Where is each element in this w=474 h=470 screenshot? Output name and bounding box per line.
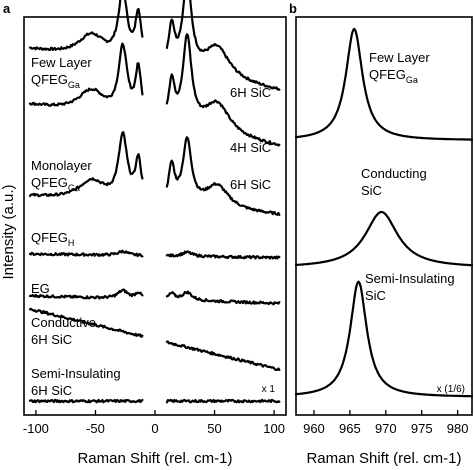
panel-b-frame	[295, 16, 473, 416]
panel-a-spectrum-3-left	[28, 249, 144, 258]
panel-b-x-tick-label: 965	[339, 421, 361, 436]
panel-a-label-0-text: Few Layer	[31, 55, 92, 70]
panel-b-label: b	[289, 1, 297, 16]
panel-a-label-2-text: Monolayer	[31, 158, 92, 173]
panel-b-x-axis-title: Raman Shift (rel. cm-1)	[306, 450, 461, 467]
panel-a-label-2-subscript: Ga	[68, 183, 80, 193]
panel-a-label-2-line-1: QFEGGa	[31, 175, 80, 193]
panel-b-x-tick-label: 975	[411, 421, 433, 436]
panel-b-label-2-text: SiC	[365, 288, 386, 303]
panel-a-label-6-line-0: Semi-Insulating	[31, 366, 121, 381]
panel-a-label-0-text: QFEG	[31, 72, 68, 87]
panel-b-spectra	[294, 27, 474, 398]
panel-a-spectrum-6-left	[28, 398, 144, 404]
panel-b-spectrum-1	[294, 210, 474, 267]
panel-a-x-tick-label: 50	[207, 421, 221, 436]
panel-b-x-tick-label: 960	[303, 421, 325, 436]
panel-a-spectrum-0-right	[165, 0, 281, 91]
panel-a-label-5-line-0: Conductive	[31, 315, 96, 330]
panel-a-spectrum-4-right	[165, 290, 281, 306]
panel-a-x-tick-label: -100	[23, 421, 49, 436]
panel-a-label-2-line-0: Monolayer	[31, 158, 92, 173]
panel-a-spectrum-4-left	[28, 288, 144, 300]
panel-a-label-0-line-0: Few Layer	[31, 55, 92, 70]
panel-b-spectrum-0	[294, 27, 474, 141]
panel-b-label-0-text: QFEG	[369, 67, 406, 82]
panel-a-x-tick-label: 0	[151, 421, 158, 436]
panel-b-sample-labels: Few Layer QFEGGa Conducting SiC Semi-Insulat…	[361, 50, 455, 303]
panel-a-substrate-label-2: 6H SiC	[230, 177, 271, 192]
panel-a-label-4-text: EG	[31, 281, 50, 296]
panel-b-x-tick-label: 980	[447, 421, 469, 436]
panel-b-label-1-line-0: Conducting	[361, 166, 427, 181]
panel-a-label-3-subscript: H	[68, 238, 75, 248]
panel-b-label-1-text: Conducting	[361, 166, 427, 181]
panel-a-spectrum-5-left	[28, 307, 144, 338]
y-axis-title: Intensity (a.u.)	[0, 184, 17, 279]
panel-a-spectra	[28, 0, 281, 404]
panel-b-label-2-line-1: SiC	[365, 288, 386, 303]
panel-a-substrate-label-1: 4H SiC	[230, 140, 271, 155]
panel-a-label-6-text: Semi-Insulating	[31, 366, 121, 381]
panel-b-label-2-text: Semi-Insulating	[365, 271, 455, 286]
panel-a-spectrum-3-right	[165, 250, 281, 260]
panel-b-label-0-line-0: Few Layer	[369, 50, 430, 65]
panel-a-spectrum-0-left	[28, 0, 144, 52]
panel-b-label-2-line-0: Semi-Insulating	[365, 271, 455, 286]
panel-b-label-0-line-1: QFEGGa	[369, 67, 418, 85]
panel-a-x-tick-label: -50	[86, 421, 105, 436]
panel-a-label-5-text: Conductive	[31, 315, 96, 330]
panel-a-sample-labels: Few LayerQFEGGaMonolayerQFEGGaQFEGHEGCon…	[31, 55, 271, 398]
panel-a-label-5-line-1: 6H SiC	[31, 332, 72, 347]
panel-a-label-3-text: QFEG	[31, 230, 68, 245]
panel-a-spectrum-5-right	[165, 340, 281, 371]
panel-a-label-3-line-0: QFEGH	[31, 230, 74, 248]
panel-a-spectrum-2-left	[28, 131, 144, 198]
panel-a-spectrum-6-right	[165, 398, 281, 404]
panel-a-label: a	[3, 1, 11, 16]
panel-b-spectrum-2	[294, 280, 474, 398]
panel-a-label-5-text: 6H SiC	[31, 332, 72, 347]
panel-b-scale-note: x (1/6)	[437, 384, 465, 395]
panel-a-spectrum-1-left	[28, 42, 144, 107]
panel-b-label-0-text: Few Layer	[369, 50, 430, 65]
panel-a-spectrum-1-right	[165, 33, 281, 147]
panel-a-label-6-text: 6H SiC	[31, 383, 72, 398]
panel-b-x-ticks: 960 965 970 975 980	[303, 410, 468, 436]
panel-a-substrate-label-0: 6H SiC	[230, 85, 271, 100]
panel-a-label-0-subscript: Ga	[68, 80, 80, 90]
panel-a-x-ticks: -100 -50 0 50 100	[23, 410, 285, 436]
panel-a-x-tick-label: 100	[263, 421, 285, 436]
panel-a-spectrum-2-right	[165, 136, 281, 216]
panel-b-x-tick-label: 970	[375, 421, 397, 436]
panel-a-x-axis-title: Raman Shift (rel. cm-1)	[77, 450, 232, 467]
panel-b-label-1-text: SiC	[361, 183, 382, 198]
panel-a-label-0-line-1: QFEGGa	[31, 72, 80, 90]
panel-b-label-1-line-1: SiC	[361, 183, 382, 198]
panel-a-label-4-line-0: EG	[31, 281, 50, 296]
panel-a-label-2-text: QFEG	[31, 175, 68, 190]
panel-a-scale-note: x 1	[262, 384, 276, 395]
panel-b-label-0-subscript: Ga	[406, 75, 418, 85]
panel-a-label-6-line-1: 6H SiC	[31, 383, 72, 398]
